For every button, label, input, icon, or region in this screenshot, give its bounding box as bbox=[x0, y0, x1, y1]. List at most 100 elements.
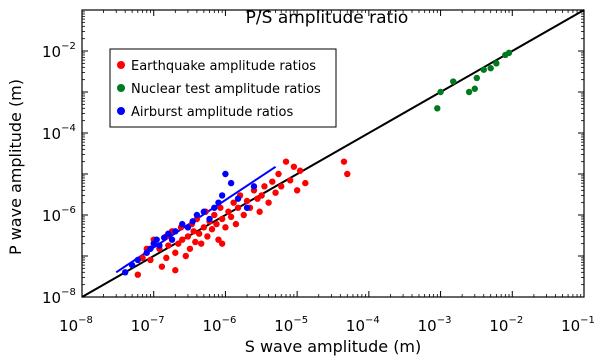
data-point bbox=[218, 215, 226, 223]
data-point bbox=[286, 177, 294, 184]
data-point bbox=[134, 271, 142, 278]
data-point bbox=[230, 199, 237, 206]
x-tick-label: 10−2 bbox=[489, 315, 523, 335]
data-point bbox=[211, 204, 218, 211]
data-point bbox=[278, 183, 285, 190]
data-point bbox=[480, 66, 487, 73]
data-point bbox=[344, 170, 351, 178]
data-point bbox=[200, 208, 208, 215]
data-point bbox=[134, 256, 142, 264]
data-point bbox=[471, 85, 478, 92]
data-points bbox=[121, 49, 513, 278]
data-point bbox=[147, 245, 154, 252]
legend-label: Nuclear test amplitude ratios bbox=[131, 82, 321, 97]
data-point bbox=[218, 240, 226, 247]
x-tick-label: 10−6 bbox=[203, 315, 237, 335]
data-point bbox=[186, 245, 194, 252]
axis-ticks: 10−8 10−7 10−6 10−5 10−4 10−3 10−2 10−1 10−8 10−6… bbox=[42, 10, 595, 335]
data-point bbox=[232, 220, 240, 228]
legend: Earthquake amplitude ratios Nuclear test … bbox=[109, 48, 337, 128]
data-point bbox=[168, 236, 176, 243]
one-to-one-line bbox=[81, 9, 585, 298]
data-point bbox=[215, 199, 222, 206]
y-tick-label: 10−4 bbox=[42, 123, 76, 143]
legend-marker bbox=[117, 107, 125, 115]
data-point bbox=[225, 208, 232, 215]
data-point bbox=[222, 224, 229, 231]
x-tick-label: 10−7 bbox=[131, 315, 165, 335]
data-point bbox=[184, 233, 192, 240]
data-point bbox=[265, 199, 272, 206]
data-point bbox=[165, 242, 172, 249]
data-point bbox=[434, 105, 441, 112]
x-tick-label: 10−5 bbox=[274, 315, 308, 335]
data-point bbox=[296, 167, 304, 174]
series-2 bbox=[121, 170, 258, 276]
x-tick-label: 10−3 bbox=[418, 315, 452, 335]
data-point bbox=[160, 234, 168, 241]
x-axis-label: S wave amplitude (m) bbox=[245, 337, 422, 356]
data-point bbox=[179, 220, 186, 228]
data-point bbox=[153, 236, 160, 243]
legend-label: Earthquake amplitude ratios bbox=[131, 59, 316, 74]
y-tick-label: 10−8 bbox=[42, 287, 76, 307]
data-point bbox=[227, 213, 235, 221]
data-point bbox=[184, 224, 192, 231]
data-point bbox=[261, 183, 268, 190]
data-point bbox=[206, 215, 213, 223]
data-point bbox=[437, 88, 444, 96]
plot-frame bbox=[81, 9, 585, 298]
data-point bbox=[243, 197, 251, 205]
data-point bbox=[156, 242, 163, 249]
data-point bbox=[290, 163, 298, 170]
data-point bbox=[190, 228, 197, 235]
data-point bbox=[172, 228, 179, 235]
data-point bbox=[189, 218, 196, 225]
data-point bbox=[218, 192, 226, 199]
data-point bbox=[227, 179, 235, 187]
data-point bbox=[282, 158, 290, 165]
data-point bbox=[204, 233, 211, 240]
data-point bbox=[128, 261, 136, 269]
data-point bbox=[240, 211, 247, 219]
data-point bbox=[147, 256, 154, 264]
data-point bbox=[272, 189, 279, 196]
data-point bbox=[487, 65, 494, 72]
data-point bbox=[302, 179, 309, 187]
legend-marker bbox=[117, 84, 125, 92]
y-tick-label: 10−6 bbox=[42, 205, 76, 225]
data-point bbox=[493, 60, 500, 67]
series-1 bbox=[434, 49, 513, 112]
data-point bbox=[222, 170, 229, 178]
legend-label: Airburst amplitude ratios bbox=[131, 105, 293, 120]
data-point bbox=[198, 240, 205, 247]
data-point bbox=[293, 187, 301, 194]
data-point bbox=[234, 204, 242, 211]
data-point bbox=[250, 183, 258, 190]
data-point bbox=[256, 208, 263, 215]
data-point bbox=[208, 226, 216, 233]
data-point bbox=[217, 204, 224, 211]
x-tick-label: 10−1 bbox=[561, 315, 595, 335]
data-point bbox=[473, 74, 480, 82]
data-point bbox=[182, 252, 189, 260]
data-point bbox=[172, 267, 179, 274]
data-point bbox=[193, 211, 201, 219]
data-point bbox=[165, 230, 172, 237]
data-point bbox=[175, 240, 182, 247]
data-point bbox=[158, 263, 166, 270]
data-point bbox=[139, 254, 146, 262]
data-point bbox=[243, 204, 251, 211]
legend-marker bbox=[117, 61, 125, 69]
data-point bbox=[213, 220, 220, 228]
data-point bbox=[211, 211, 218, 219]
data-point bbox=[449, 78, 457, 85]
series-0 bbox=[134, 158, 351, 278]
data-point bbox=[465, 88, 473, 96]
legend-box bbox=[109, 48, 337, 128]
data-point bbox=[258, 192, 265, 199]
data-point bbox=[234, 195, 242, 202]
y-tick-label: 10−2 bbox=[42, 41, 76, 61]
data-point bbox=[192, 238, 199, 246]
